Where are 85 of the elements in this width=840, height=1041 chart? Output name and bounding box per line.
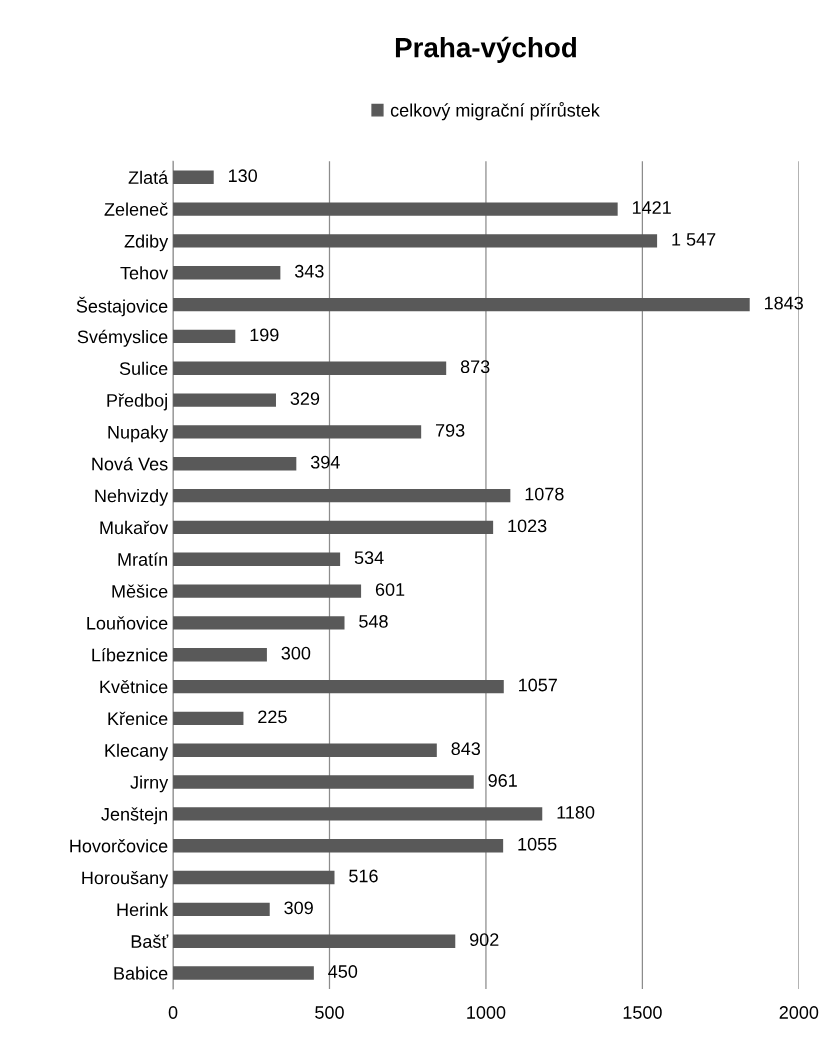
data-label: 843 [451, 742, 481, 756]
bar [173, 648, 267, 662]
y-tick-label: Sulice [119, 361, 168, 375]
x-tick-label: 1500 [623, 1006, 662, 1019]
y-tick-label: Mukařov [100, 520, 169, 535]
y-tick-label: Jenštejn [101, 807, 168, 825]
data-label: 130 [228, 169, 258, 183]
data-label: 199 [250, 328, 279, 342]
bar [173, 807, 543, 821]
data-label: 902 [470, 933, 499, 947]
y-tick-label: Klecany [105, 743, 169, 761]
bar [173, 488, 511, 503]
y-tick-label: Nová Ves [92, 456, 168, 471]
y-tick-label: Zdiby [124, 234, 169, 252]
bar [173, 552, 341, 566]
y-tick-label: Mratín [118, 552, 168, 566]
bar [173, 584, 362, 598]
data-label: 1 547 [672, 233, 716, 246]
bar [173, 425, 422, 439]
bar [173, 297, 750, 312]
y-tick-label: Zlatá [128, 170, 169, 184]
bar [173, 839, 504, 853]
data-label: 548 [359, 614, 388, 628]
data-label: 1057 [519, 678, 557, 692]
data-label: 516 [349, 869, 378, 883]
bar [173, 679, 504, 694]
data-label: 309 [284, 901, 313, 915]
data-label: 225 [258, 710, 287, 724]
bar [173, 393, 276, 407]
y-tick-label: Jirny [130, 775, 169, 793]
bar [173, 202, 618, 216]
data-label: 601 [375, 583, 405, 596]
y-tick-label: Bašť [131, 934, 169, 948]
data-label: 1180 [557, 805, 595, 819]
data-label: 450 [328, 965, 358, 978]
data-label: 1078 [525, 487, 564, 501]
y-tick-label: Hovorčovice [70, 839, 168, 853]
x-tick-label: 2000 [779, 1006, 819, 1019]
data-label: 793 [435, 423, 465, 437]
data-label: 394 [310, 455, 340, 469]
x-tick-label: 500 [315, 1006, 344, 1019]
y-tick-label: Babice [114, 966, 168, 980]
bar [173, 457, 297, 471]
y-tick-label: Svémyslice [77, 329, 168, 347]
bar [173, 743, 437, 757]
data-label: 300 [281, 646, 311, 660]
y-tick-label: Předboj [107, 393, 167, 411]
data-label: 1055 [518, 837, 557, 851]
y-tick-label: Zeleneč [104, 202, 168, 216]
data-label: 343 [294, 264, 324, 278]
y-tick-label: Nehvizdy [95, 489, 169, 506]
bar [173, 520, 494, 535]
bar [173, 329, 236, 344]
y-tick-label: Šestajovice [76, 296, 168, 317]
data-label: 1421 [632, 201, 671, 214]
bar [173, 966, 314, 980]
y-tick-label: Herink [117, 902, 169, 917]
bar [173, 902, 270, 917]
y-tick-label: Tehov [120, 266, 169, 280]
y-tick-label: Nupaky [108, 425, 169, 443]
y-tick-label: Louňovice [87, 616, 168, 630]
data-label: 1023 [508, 519, 547, 533]
bar [173, 170, 214, 184]
data-label: 1843 [764, 296, 803, 310]
data-label: 873 [460, 360, 490, 374]
bar [173, 775, 474, 789]
bar [173, 934, 456, 948]
x-tick-label: 0 [168, 1006, 178, 1019]
data-label: 961 [488, 774, 517, 787]
y-tick-label: Křenice [108, 711, 168, 726]
bar [173, 870, 335, 885]
chart-title: Praha-východ [395, 36, 576, 63]
data-label: 534 [354, 551, 384, 565]
y-tick-label: Líbeznice [92, 647, 168, 662]
y-tick-label: Květnice [100, 679, 168, 694]
legend-label: celkový migrační přírůstek [390, 101, 600, 121]
x-tick-label: 1000 [467, 1006, 506, 1019]
bar [173, 361, 447, 375]
bar [173, 266, 281, 280]
bar [173, 711, 244, 726]
y-tick-label: Horoušany [82, 870, 169, 888]
data-label: 329 [290, 392, 320, 405]
y-tick-label: Měšice [112, 584, 168, 598]
bar [173, 616, 345, 630]
bar [173, 234, 658, 248]
